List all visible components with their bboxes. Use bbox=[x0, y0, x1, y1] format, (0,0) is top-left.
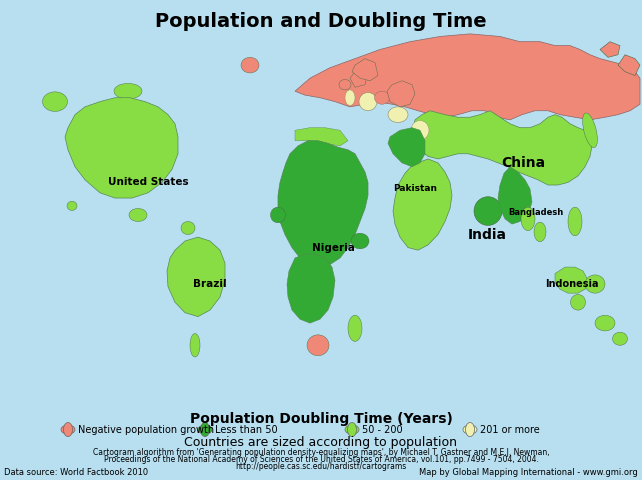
Polygon shape bbox=[287, 254, 335, 323]
Ellipse shape bbox=[521, 207, 535, 230]
Ellipse shape bbox=[348, 315, 362, 341]
Text: Map by Global Mapping International - www.gmi.org: Map by Global Mapping International - ww… bbox=[419, 468, 638, 477]
Ellipse shape bbox=[339, 80, 351, 90]
Text: 50 - 200: 50 - 200 bbox=[362, 425, 403, 434]
Ellipse shape bbox=[181, 221, 195, 235]
Polygon shape bbox=[278, 141, 368, 267]
Polygon shape bbox=[388, 128, 425, 167]
Polygon shape bbox=[413, 111, 592, 185]
Text: Negative population growth: Negative population growth bbox=[78, 425, 214, 434]
Ellipse shape bbox=[582, 113, 598, 148]
Ellipse shape bbox=[571, 294, 586, 310]
Ellipse shape bbox=[347, 422, 356, 437]
Ellipse shape bbox=[388, 107, 408, 122]
Ellipse shape bbox=[114, 84, 142, 99]
Ellipse shape bbox=[612, 332, 627, 345]
Text: Population Doubling Time (Years): Population Doubling Time (Years) bbox=[189, 412, 453, 426]
Polygon shape bbox=[498, 167, 532, 224]
Ellipse shape bbox=[374, 91, 390, 104]
Ellipse shape bbox=[190, 334, 200, 357]
Text: Brazil: Brazil bbox=[193, 279, 227, 289]
Ellipse shape bbox=[345, 425, 359, 434]
Polygon shape bbox=[600, 42, 620, 57]
Ellipse shape bbox=[67, 201, 77, 210]
Ellipse shape bbox=[595, 315, 615, 331]
Ellipse shape bbox=[474, 197, 502, 226]
Text: Proceedings of the National Academy of Sciences of the United States of America,: Proceedings of the National Academy of S… bbox=[103, 456, 539, 464]
Text: Bangladesh: Bangladesh bbox=[508, 208, 564, 217]
Polygon shape bbox=[618, 55, 640, 75]
Text: Indonesia: Indonesia bbox=[545, 279, 599, 289]
Ellipse shape bbox=[129, 208, 147, 221]
Polygon shape bbox=[295, 128, 348, 146]
Text: Less than 50: Less than 50 bbox=[215, 425, 277, 434]
Text: Data source: World Factbook 2010: Data source: World Factbook 2010 bbox=[4, 468, 148, 477]
Ellipse shape bbox=[463, 425, 477, 434]
Ellipse shape bbox=[42, 92, 67, 111]
Ellipse shape bbox=[351, 233, 369, 249]
Text: http://people.cas.sc.edu/hardistf/cartograms: http://people.cas.sc.edu/hardistf/cartog… bbox=[236, 462, 406, 471]
Ellipse shape bbox=[61, 425, 75, 434]
Ellipse shape bbox=[198, 425, 212, 434]
Ellipse shape bbox=[411, 120, 429, 140]
Polygon shape bbox=[393, 159, 452, 250]
Text: China: China bbox=[501, 156, 545, 170]
Ellipse shape bbox=[345, 90, 355, 106]
Polygon shape bbox=[350, 68, 368, 87]
Ellipse shape bbox=[64, 422, 73, 437]
Ellipse shape bbox=[585, 275, 605, 293]
Text: India: India bbox=[467, 228, 507, 241]
Polygon shape bbox=[387, 81, 415, 107]
Text: Nigeria: Nigeria bbox=[311, 242, 354, 252]
Polygon shape bbox=[352, 59, 378, 81]
Ellipse shape bbox=[270, 207, 286, 223]
Ellipse shape bbox=[568, 207, 582, 236]
Ellipse shape bbox=[534, 222, 546, 241]
Polygon shape bbox=[167, 237, 225, 317]
Polygon shape bbox=[295, 34, 640, 120]
Text: Population and Doubling Time: Population and Doubling Time bbox=[155, 12, 487, 31]
Ellipse shape bbox=[359, 93, 377, 111]
Text: Countries are sized according to population: Countries are sized according to populat… bbox=[184, 436, 458, 449]
Ellipse shape bbox=[307, 335, 329, 356]
Text: Cartogram algorithm from 'Generating population density-equalizing maps', by Mic: Cartogram algorithm from 'Generating pop… bbox=[92, 448, 550, 457]
Text: 201 or more: 201 or more bbox=[480, 425, 540, 434]
Ellipse shape bbox=[200, 422, 209, 437]
Polygon shape bbox=[65, 98, 178, 198]
Text: Pakistan: Pakistan bbox=[393, 184, 437, 193]
Ellipse shape bbox=[465, 422, 474, 437]
Text: United States: United States bbox=[108, 178, 188, 187]
Ellipse shape bbox=[241, 57, 259, 73]
Polygon shape bbox=[555, 267, 588, 293]
